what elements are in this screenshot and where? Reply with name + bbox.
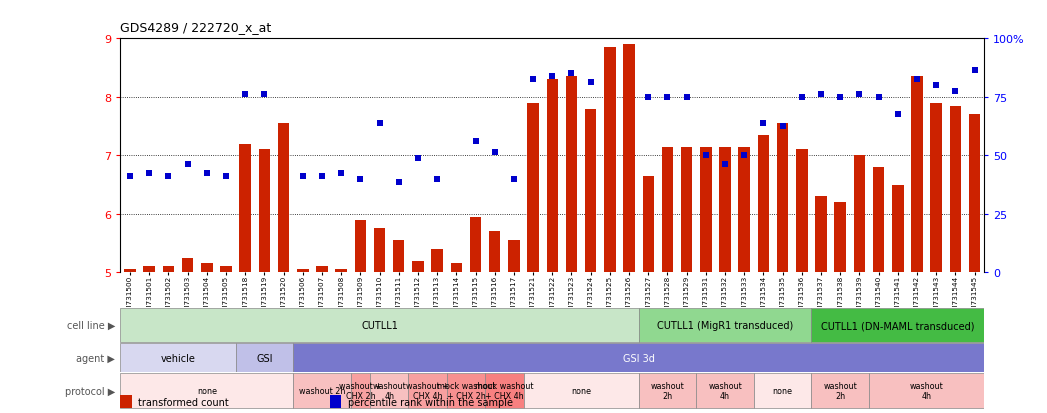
Bar [950,106,961,273]
Bar [777,124,788,273]
Bar [120,343,236,372]
Bar [374,229,385,273]
Bar [796,150,807,273]
Bar [450,264,462,273]
Bar [485,373,524,408]
Bar [696,373,754,408]
Bar [393,240,404,273]
Bar [811,373,869,408]
Bar [623,45,634,273]
Bar [413,261,424,273]
Text: vehicle: vehicle [160,353,196,363]
Bar [700,147,712,273]
Bar [297,270,309,273]
Bar [816,197,827,273]
Text: mock washout
+ CHX 4h: mock washout + CHX 4h [475,381,534,400]
Text: washout +
CHX 2h: washout + CHX 2h [339,381,382,400]
Bar [968,115,980,273]
Bar [447,373,485,408]
Bar [834,202,846,273]
Bar [125,270,136,273]
Bar [524,373,639,408]
Bar [508,240,519,273]
Bar [892,185,904,273]
Bar [408,373,447,408]
Bar [869,373,984,408]
Bar [316,267,328,273]
Bar [201,264,213,273]
Text: cell line ▶: cell line ▶ [67,320,115,330]
Bar [259,150,270,273]
Text: CUTLL1 (MigR1 transduced): CUTLL1 (MigR1 transduced) [656,320,794,330]
Bar [873,168,885,273]
Bar [585,109,597,273]
Bar [528,103,539,273]
Bar [143,267,155,273]
Bar [182,258,194,273]
Text: washout
4h: washout 4h [373,381,406,400]
Bar [489,232,500,273]
Text: agent ▶: agent ▶ [76,353,115,363]
Text: GSI: GSI [257,353,272,363]
Bar [431,249,443,273]
Text: CUTLL1 (DN-MAML transduced): CUTLL1 (DN-MAML transduced) [821,320,975,330]
Bar [547,80,558,273]
Bar [738,147,750,273]
Bar [681,147,692,273]
Text: washout +
CHX 4h: washout + CHX 4h [406,381,449,400]
Text: GDS4289 / 222720_x_at: GDS4289 / 222720_x_at [120,21,271,34]
Text: none: none [197,386,217,395]
Bar [120,373,293,408]
Bar [293,373,351,408]
Bar [351,373,370,408]
Text: percentile rank within the sample: percentile rank within the sample [348,397,513,407]
Text: none: none [571,386,592,395]
Bar [277,124,289,273]
Bar [853,156,865,273]
Text: protocol ▶: protocol ▶ [65,386,115,396]
Bar [335,270,347,273]
Bar [220,267,231,273]
Bar [911,77,922,273]
Bar [470,217,482,273]
Bar [639,309,811,342]
Bar [162,267,174,273]
Bar [120,309,639,342]
Bar [754,373,811,408]
Bar [236,343,293,372]
Text: GSI 3d: GSI 3d [623,353,654,363]
Bar [604,48,616,273]
Bar [240,144,251,273]
Bar [643,176,654,273]
Bar [355,220,366,273]
Bar [565,77,577,273]
Text: washout
4h: washout 4h [708,381,742,400]
Text: washout
2h: washout 2h [650,381,685,400]
Bar [370,373,408,408]
Text: mock washout
+ CHX 2h: mock washout + CHX 2h [437,381,495,400]
Bar [931,103,942,273]
Text: washout 2h: washout 2h [298,386,346,395]
Bar [639,373,696,408]
Bar [662,147,673,273]
Bar [811,309,984,342]
Text: washout
4h: washout 4h [910,381,943,400]
Text: transformed count: transformed count [138,397,229,407]
Text: none: none [773,386,793,395]
Bar [719,147,731,273]
Bar [293,343,984,372]
Text: washout
2h: washout 2h [823,381,857,400]
Text: CUTLL1: CUTLL1 [361,320,398,330]
Bar [758,135,770,273]
